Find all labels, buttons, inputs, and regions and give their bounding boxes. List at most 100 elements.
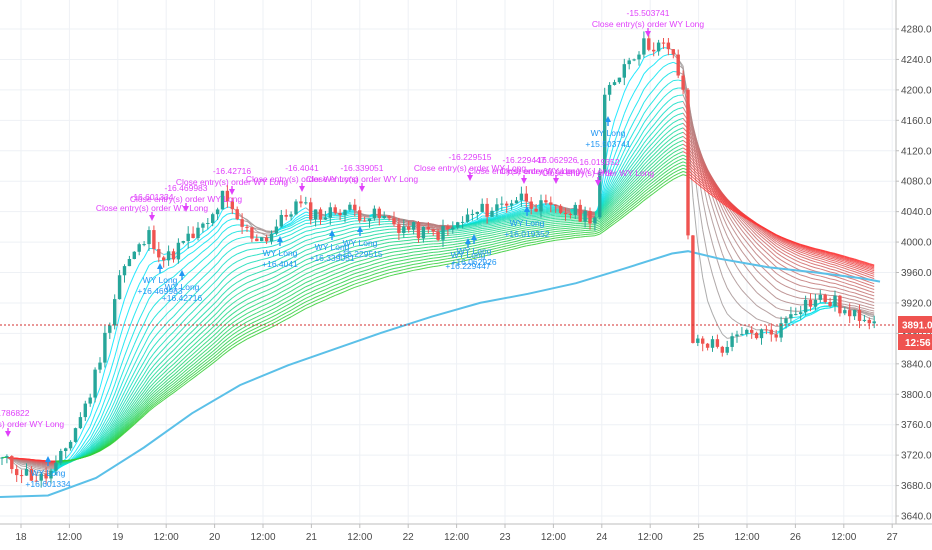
candle-body[interactable] [500,203,504,205]
candle-body[interactable] [568,213,573,215]
candle-body[interactable] [372,208,377,219]
candle-body[interactable] [451,227,455,230]
candle-body[interactable] [769,329,773,335]
candle-body[interactable] [279,214,283,227]
candle-body[interactable] [338,212,342,216]
candle-body[interactable] [117,275,122,300]
candle-body[interactable] [132,251,136,259]
candle-body[interactable] [647,38,651,50]
candle-body[interactable] [549,202,553,205]
candle-body[interactable] [309,202,313,220]
candle-body[interactable] [64,448,68,451]
candle-body[interactable] [269,233,274,242]
candle-body[interactable] [353,204,357,211]
candle-body[interactable] [730,336,734,347]
candle-body[interactable] [49,470,53,479]
candle-body[interactable] [377,208,381,219]
candle-body[interactable] [73,428,78,442]
candle-body[interactable] [348,204,352,210]
candle-body[interactable] [759,329,764,339]
candle-body[interactable] [784,318,788,324]
candle-body[interactable] [274,226,279,234]
candle-body[interactable] [78,417,83,429]
candle-body[interactable] [176,242,181,260]
candle-body[interactable] [539,200,543,212]
candle-body[interactable] [652,49,656,52]
candle-body[interactable] [779,323,783,338]
candle-body[interactable] [260,237,264,242]
candle-body[interactable] [211,214,215,223]
candle-body[interactable] [666,42,671,50]
candle-body[interactable] [656,42,661,52]
candle-body[interactable] [122,266,127,276]
candle-body[interactable] [10,456,14,470]
candle-body[interactable] [554,204,558,206]
candle-body[interactable] [431,229,435,232]
candle-body[interactable] [147,230,151,245]
candle-body[interactable] [5,456,9,458]
candle-body[interactable] [460,221,465,223]
candle-body[interactable] [593,217,597,224]
candle-body[interactable] [304,202,308,204]
candle-body[interactable] [318,209,323,220]
candle-body[interactable] [294,201,298,215]
candle-body[interactable] [343,209,347,216]
candle-body[interactable] [162,257,166,261]
candle-body[interactable] [598,171,602,218]
candle-body[interactable] [642,38,646,55]
candle-body[interactable] [524,193,528,202]
candle-body[interactable] [39,473,43,481]
candle-body[interactable] [701,338,705,344]
candle-body[interactable] [470,213,475,215]
candle-body[interactable] [426,226,430,230]
candle-body[interactable] [137,244,141,252]
candle-body[interactable] [514,200,519,204]
candle-body[interactable] [255,238,259,242]
candle-body[interactable] [392,218,396,225]
candle-body[interactable] [789,314,793,319]
candle-body[interactable] [44,473,48,479]
candle-body[interactable] [627,60,631,65]
candle-body[interactable] [225,190,230,202]
candle-body[interactable] [166,251,171,261]
candle-body[interactable] [230,201,234,210]
candle-body[interactable] [632,59,636,61]
candle-body[interactable] [196,227,200,239]
candle-body[interactable] [113,299,117,326]
candle-body[interactable] [54,462,58,471]
candle-body[interactable] [206,222,210,224]
candle-body[interactable] [323,217,328,220]
candle-body[interactable] [284,214,288,217]
candle-body[interactable] [676,54,680,76]
candle-body[interactable] [612,82,617,85]
candle-body[interactable] [68,441,73,449]
candle-body[interactable] [402,226,406,233]
candle-body[interactable] [446,226,450,230]
candle-body[interactable] [607,84,612,95]
candle-body[interactable] [715,339,720,347]
candle-body[interactable] [59,450,63,463]
candle-body[interactable] [603,94,607,172]
candle-body[interactable] [583,211,587,222]
candle-body[interactable] [725,346,729,353]
candle-body[interactable] [588,211,592,224]
candle-body[interactable] [411,222,416,230]
candle-body[interactable] [661,42,666,44]
candle-body[interactable] [465,214,470,222]
candle-body[interactable] [436,231,440,240]
candle-body[interactable] [578,204,582,222]
candle-body[interactable] [313,209,318,220]
candle-body[interactable] [407,226,411,230]
candle-body[interactable] [681,75,685,90]
candle-body[interactable] [93,369,97,398]
candle-body[interactable] [421,226,426,239]
candle-body[interactable] [289,214,293,217]
candle-body[interactable] [754,332,759,339]
candle-body[interactable] [98,362,102,370]
candle-body[interactable] [382,216,386,219]
candle-body[interactable] [622,64,626,78]
candle-body[interactable] [519,193,524,201]
candle-body[interactable] [264,237,269,242]
candle-body[interactable] [0,457,4,459]
